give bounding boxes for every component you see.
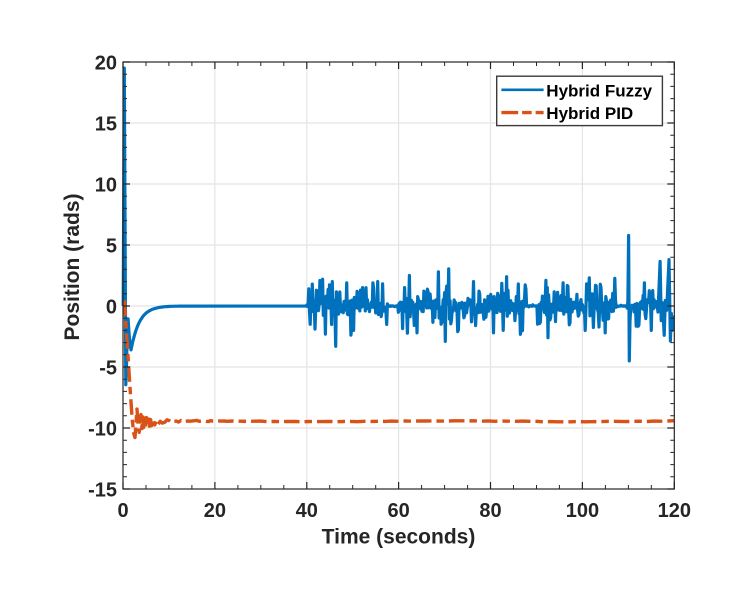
- svg-text:5: 5: [106, 235, 117, 257]
- svg-text:120: 120: [658, 500, 691, 522]
- svg-text:0: 0: [117, 500, 128, 522]
- svg-text:40: 40: [296, 500, 318, 522]
- svg-text:20: 20: [95, 52, 117, 74]
- svg-text:10: 10: [95, 174, 117, 196]
- svg-text:-10: -10: [88, 418, 117, 440]
- svg-text:Position (rads): Position (rads): [61, 193, 84, 340]
- svg-text:15: 15: [95, 113, 117, 135]
- svg-text:Hybrid Fuzzy: Hybrid Fuzzy: [546, 82, 652, 101]
- svg-text:Hybrid PID: Hybrid PID: [546, 104, 633, 123]
- svg-text:0: 0: [106, 296, 117, 318]
- svg-text:20: 20: [204, 500, 226, 522]
- svg-text:80: 80: [479, 500, 501, 522]
- svg-text:Time (seconds): Time (seconds): [322, 526, 476, 549]
- svg-text:-15: -15: [88, 479, 117, 501]
- svg-text:60: 60: [387, 500, 409, 522]
- svg-text:-5: -5: [99, 357, 117, 379]
- svg-text:100: 100: [566, 500, 599, 522]
